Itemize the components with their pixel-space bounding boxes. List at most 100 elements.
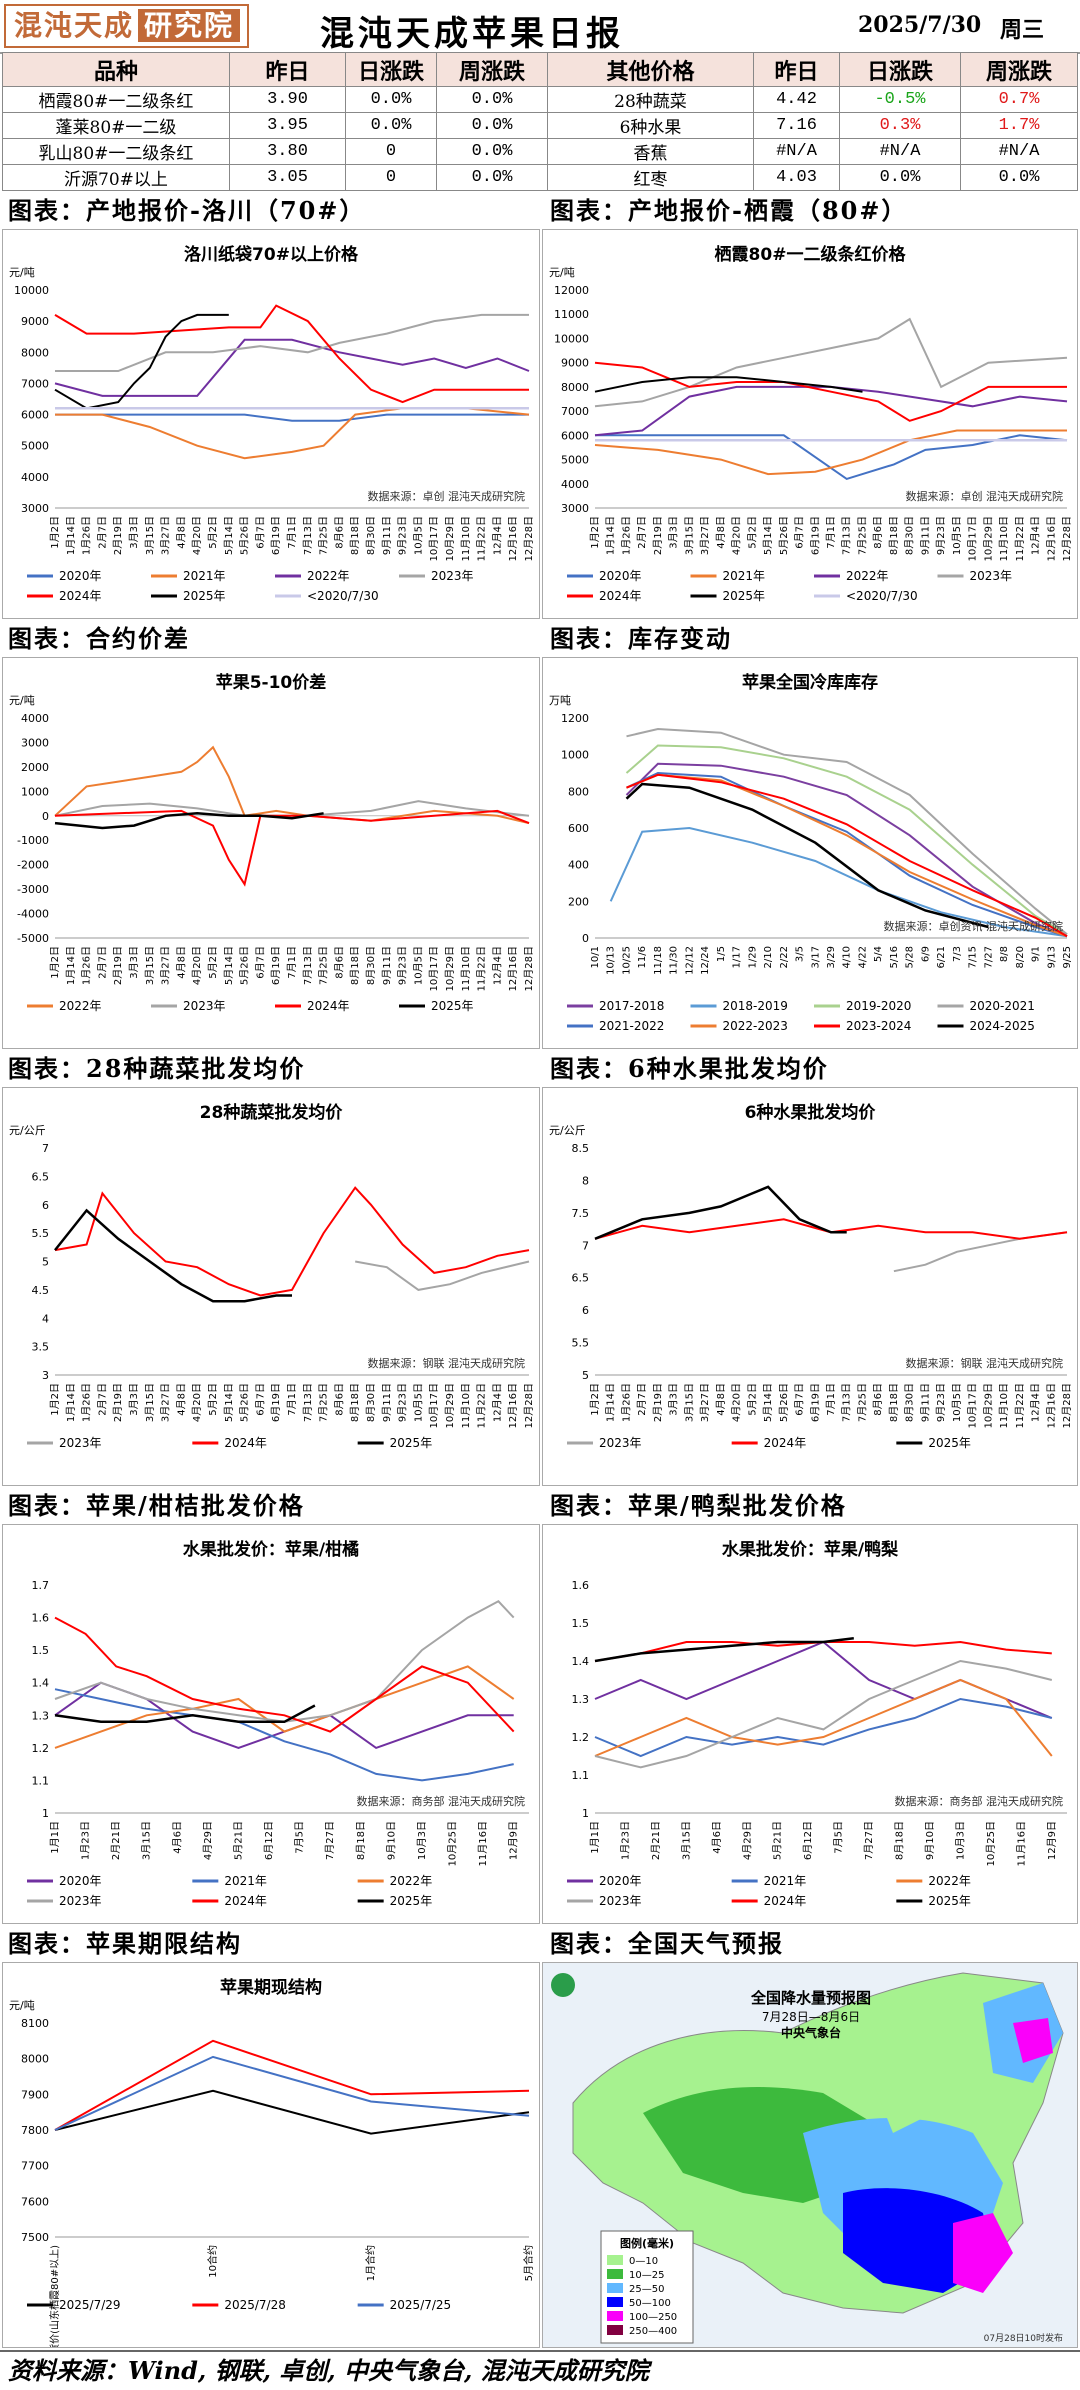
series-line-2023年	[55, 313, 529, 372]
x-tick-label: 9月23日	[397, 516, 409, 555]
chart-fruit-panel: 6种水果批发均价 元/公斤 5 5.5 6 6.5 7 7.5 8 8.5 1月2日 1月14日 1月2…	[542, 1087, 1078, 1486]
weather-legend-swatch	[607, 2255, 623, 2265]
legend-label: 2024年	[59, 589, 102, 603]
x-tick-label: 9月23日	[935, 1383, 947, 1422]
y-tick-label: 5.5	[32, 1227, 50, 1240]
x-tick-label: 4月6日	[171, 1821, 183, 1854]
y-tick-label: 1000	[561, 749, 589, 762]
x-tick-label: 1月14日	[65, 516, 77, 555]
x-tick-label: 7月27日	[324, 1821, 336, 1860]
x-tick-label: 6/9	[920, 946, 931, 962]
legend-label: 2020年	[599, 569, 642, 583]
price-cell-oweek: #N/A	[960, 138, 1078, 165]
y-tick-label: 200	[568, 895, 589, 908]
weather-issuer: 中央气象台	[781, 2025, 841, 2040]
x-tick-label: 11月10日	[460, 516, 472, 561]
x-tick-label: 9/25	[1062, 946, 1073, 968]
price-cell-week: 0.0%	[436, 112, 548, 139]
y-tick-label: 4	[42, 1312, 49, 1325]
x-tick-label: 8月30日	[365, 1383, 377, 1422]
series-line-2024年	[54, 809, 530, 887]
price-cell-other: 6种水果	[547, 112, 754, 139]
x-tick-label: 1月26日	[81, 516, 93, 555]
chart-title: 水果批发价：苹果/柑橘	[183, 1539, 359, 1560]
x-tick-label: 6月7日	[794, 516, 806, 549]
x-tick-label: 5月26日	[239, 946, 251, 985]
price-cell-price: 3.05	[229, 164, 346, 191]
y-tick-label: 7	[582, 1239, 589, 1252]
y-tick-label: 5000	[561, 454, 589, 467]
price-cell-price: 3.80	[229, 138, 346, 165]
legend-label: 2025/7/28	[224, 2298, 286, 2312]
x-tick-label: 8月6日	[333, 1383, 345, 1416]
x-tick-label: 7月25日	[318, 516, 330, 555]
series-line-2022年	[54, 338, 530, 397]
y-tick-label: 2000	[21, 761, 49, 774]
legend-label: 2023-2024	[846, 1019, 911, 1033]
y-tick-label: 0	[42, 810, 49, 823]
legend-label: 2019-2020	[846, 999, 911, 1013]
y-unit-label: 元/吨	[9, 266, 35, 279]
weather-legend-swatch	[607, 2297, 623, 2307]
x-tick-label: 10月17日	[428, 516, 440, 561]
series-line-2023年	[594, 317, 1068, 408]
x-tick-label: 6月19日	[270, 946, 282, 985]
x-tick-label: 7/27	[983, 946, 994, 968]
x-tick-label: 8月18日	[894, 1821, 906, 1860]
x-tick-label: 7月1日	[825, 516, 837, 549]
y-tick-label: 7800	[21, 2124, 49, 2137]
y-tick-label: 10000	[554, 332, 589, 345]
series-line-2025年	[594, 376, 863, 393]
price-table-row: 沂源70#以上 3.05 0 0.0% 红枣 4.03 0.0% 0.0%	[2, 164, 1078, 191]
x-tick-label: 7月25日	[318, 1383, 330, 1422]
x-tick-label: 2月19日	[112, 1383, 124, 1422]
legend-label: 2024年	[764, 1436, 807, 1450]
x-tick-label: 5月2日	[746, 1383, 758, 1416]
x-tick-label: 5月14日	[223, 1383, 235, 1422]
series-line-2017-2018	[625, 762, 1068, 938]
y-tick-label: 6	[582, 1304, 589, 1317]
y-tick-label: -3000	[17, 883, 49, 896]
x-tick-label: 8月18日	[349, 516, 361, 555]
footer-source: 资料来源：Wind, 钢联, 卓创, 中央气象台, 混沌天成研究院	[0, 2350, 1080, 2388]
y-unit-label: 元/公斤	[549, 1124, 586, 1137]
x-tick-label: 10月5日	[412, 516, 424, 555]
x-tick-label: 12月28日	[523, 516, 535, 561]
legend-label: 2024年	[599, 589, 642, 603]
series-line-2025/7/28	[54, 2039, 530, 2131]
chart-title: 水果批发价：苹果/鸭梨	[722, 1539, 899, 1560]
weather-stamp: 07月28日10时发布	[984, 2332, 1063, 2344]
chart-title: 苹果期现结构	[220, 1977, 322, 1998]
x-tick-label: 1月14日	[65, 946, 77, 985]
x-tick-label: 10/13	[606, 946, 617, 975]
y-unit-label: 万吨	[549, 694, 571, 707]
y-tick-label: 4000	[561, 478, 589, 491]
x-tick-label: 5/28	[905, 946, 916, 968]
y-unit-label: 元/吨	[549, 266, 575, 279]
y-tick-label: 12000	[554, 284, 589, 297]
x-tick-label: 10月17日	[967, 516, 979, 561]
x-tick-label: 11月10日	[460, 946, 472, 991]
col-header: 日涨跌	[345, 52, 437, 87]
price-cell-oweek: 0.0%	[960, 164, 1078, 191]
x-tick-label: 7月5日	[833, 1821, 845, 1854]
series-line-2025年	[54, 1208, 292, 1303]
section-title: 图表：苹果期限结构	[0, 1924, 540, 1964]
weather-legend-swatch	[607, 2325, 623, 2335]
legend-label: 2022年	[928, 1874, 971, 1888]
y-tick-label: 8000	[561, 381, 589, 394]
y-tick-label: 1.6	[572, 1579, 590, 1592]
price-cell-week: 0.0%	[436, 164, 548, 191]
y-tick-label: 1.3	[572, 1693, 590, 1706]
series-line-2021年	[594, 429, 1067, 476]
x-tick-label: 4月8日	[715, 1383, 727, 1416]
price-cell-other: 香蕉	[547, 138, 754, 165]
x-tick-label: 8月30日	[365, 516, 377, 555]
y-unit-label: 元/吨	[9, 694, 35, 707]
chart-source: 数据来源：卓创 混沌天成研究院	[906, 489, 1064, 503]
x-tick-label: 2月19日	[652, 1383, 664, 1422]
chart-source: 数据来源：钢联 混沌天成研究院	[368, 1356, 526, 1370]
x-tick-label: 10月25日	[985, 1821, 997, 1866]
y-tick-label: -2000	[17, 859, 49, 872]
